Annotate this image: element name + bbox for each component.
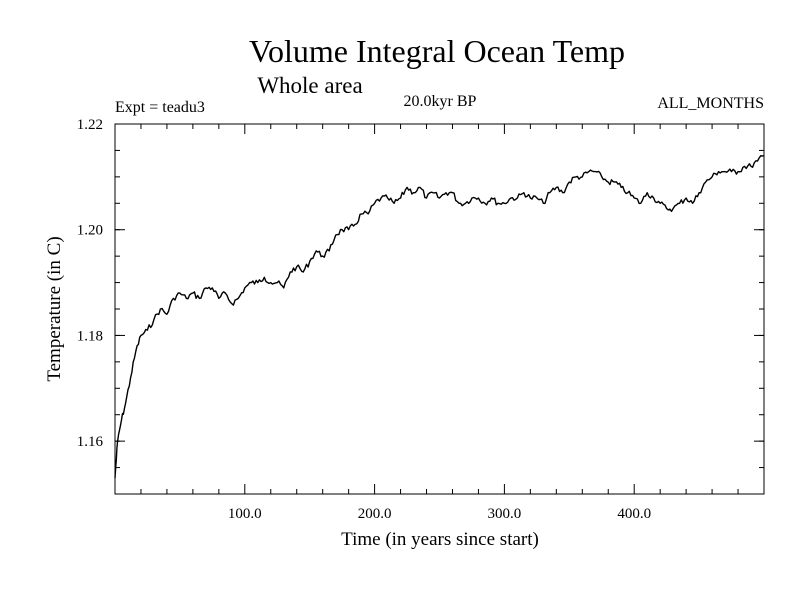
minor-ticks <box>115 124 764 494</box>
x-tick-label: 300.0 <box>488 506 522 522</box>
plot-area-frame <box>114 123 765 495</box>
y-tick-label: 1.22 <box>77 117 103 133</box>
y-tick-label: 1.20 <box>77 223 103 239</box>
experiment-label: Expt = teadu3 <box>115 99 205 116</box>
months-label: ALL_MONTHS <box>657 95 764 112</box>
y-axis: 1.16 1.18 1.20 1.22 <box>77 117 764 450</box>
y-tick-label: 1.18 <box>77 328 103 344</box>
x-tick-label: 200.0 <box>358 506 392 522</box>
chart-subtitle: Whole area <box>257 73 362 98</box>
series-layer <box>114 155 765 479</box>
y-axis-label: Temperature (in C) <box>44 236 65 381</box>
series-line <box>114 155 765 479</box>
period-label: 20.0kyr BP <box>404 93 477 110</box>
x-tick-label: 100.0 <box>228 506 262 522</box>
x-tick-label: 400.0 <box>617 506 651 522</box>
x-axis-label: Time (in years since start) <box>341 529 539 550</box>
chart-title: Volume Integral Ocean Temp <box>249 33 625 69</box>
x-axis: 100.0 200.0 300.0 400.0 <box>228 124 651 522</box>
y-tick-label: 1.16 <box>77 434 104 450</box>
